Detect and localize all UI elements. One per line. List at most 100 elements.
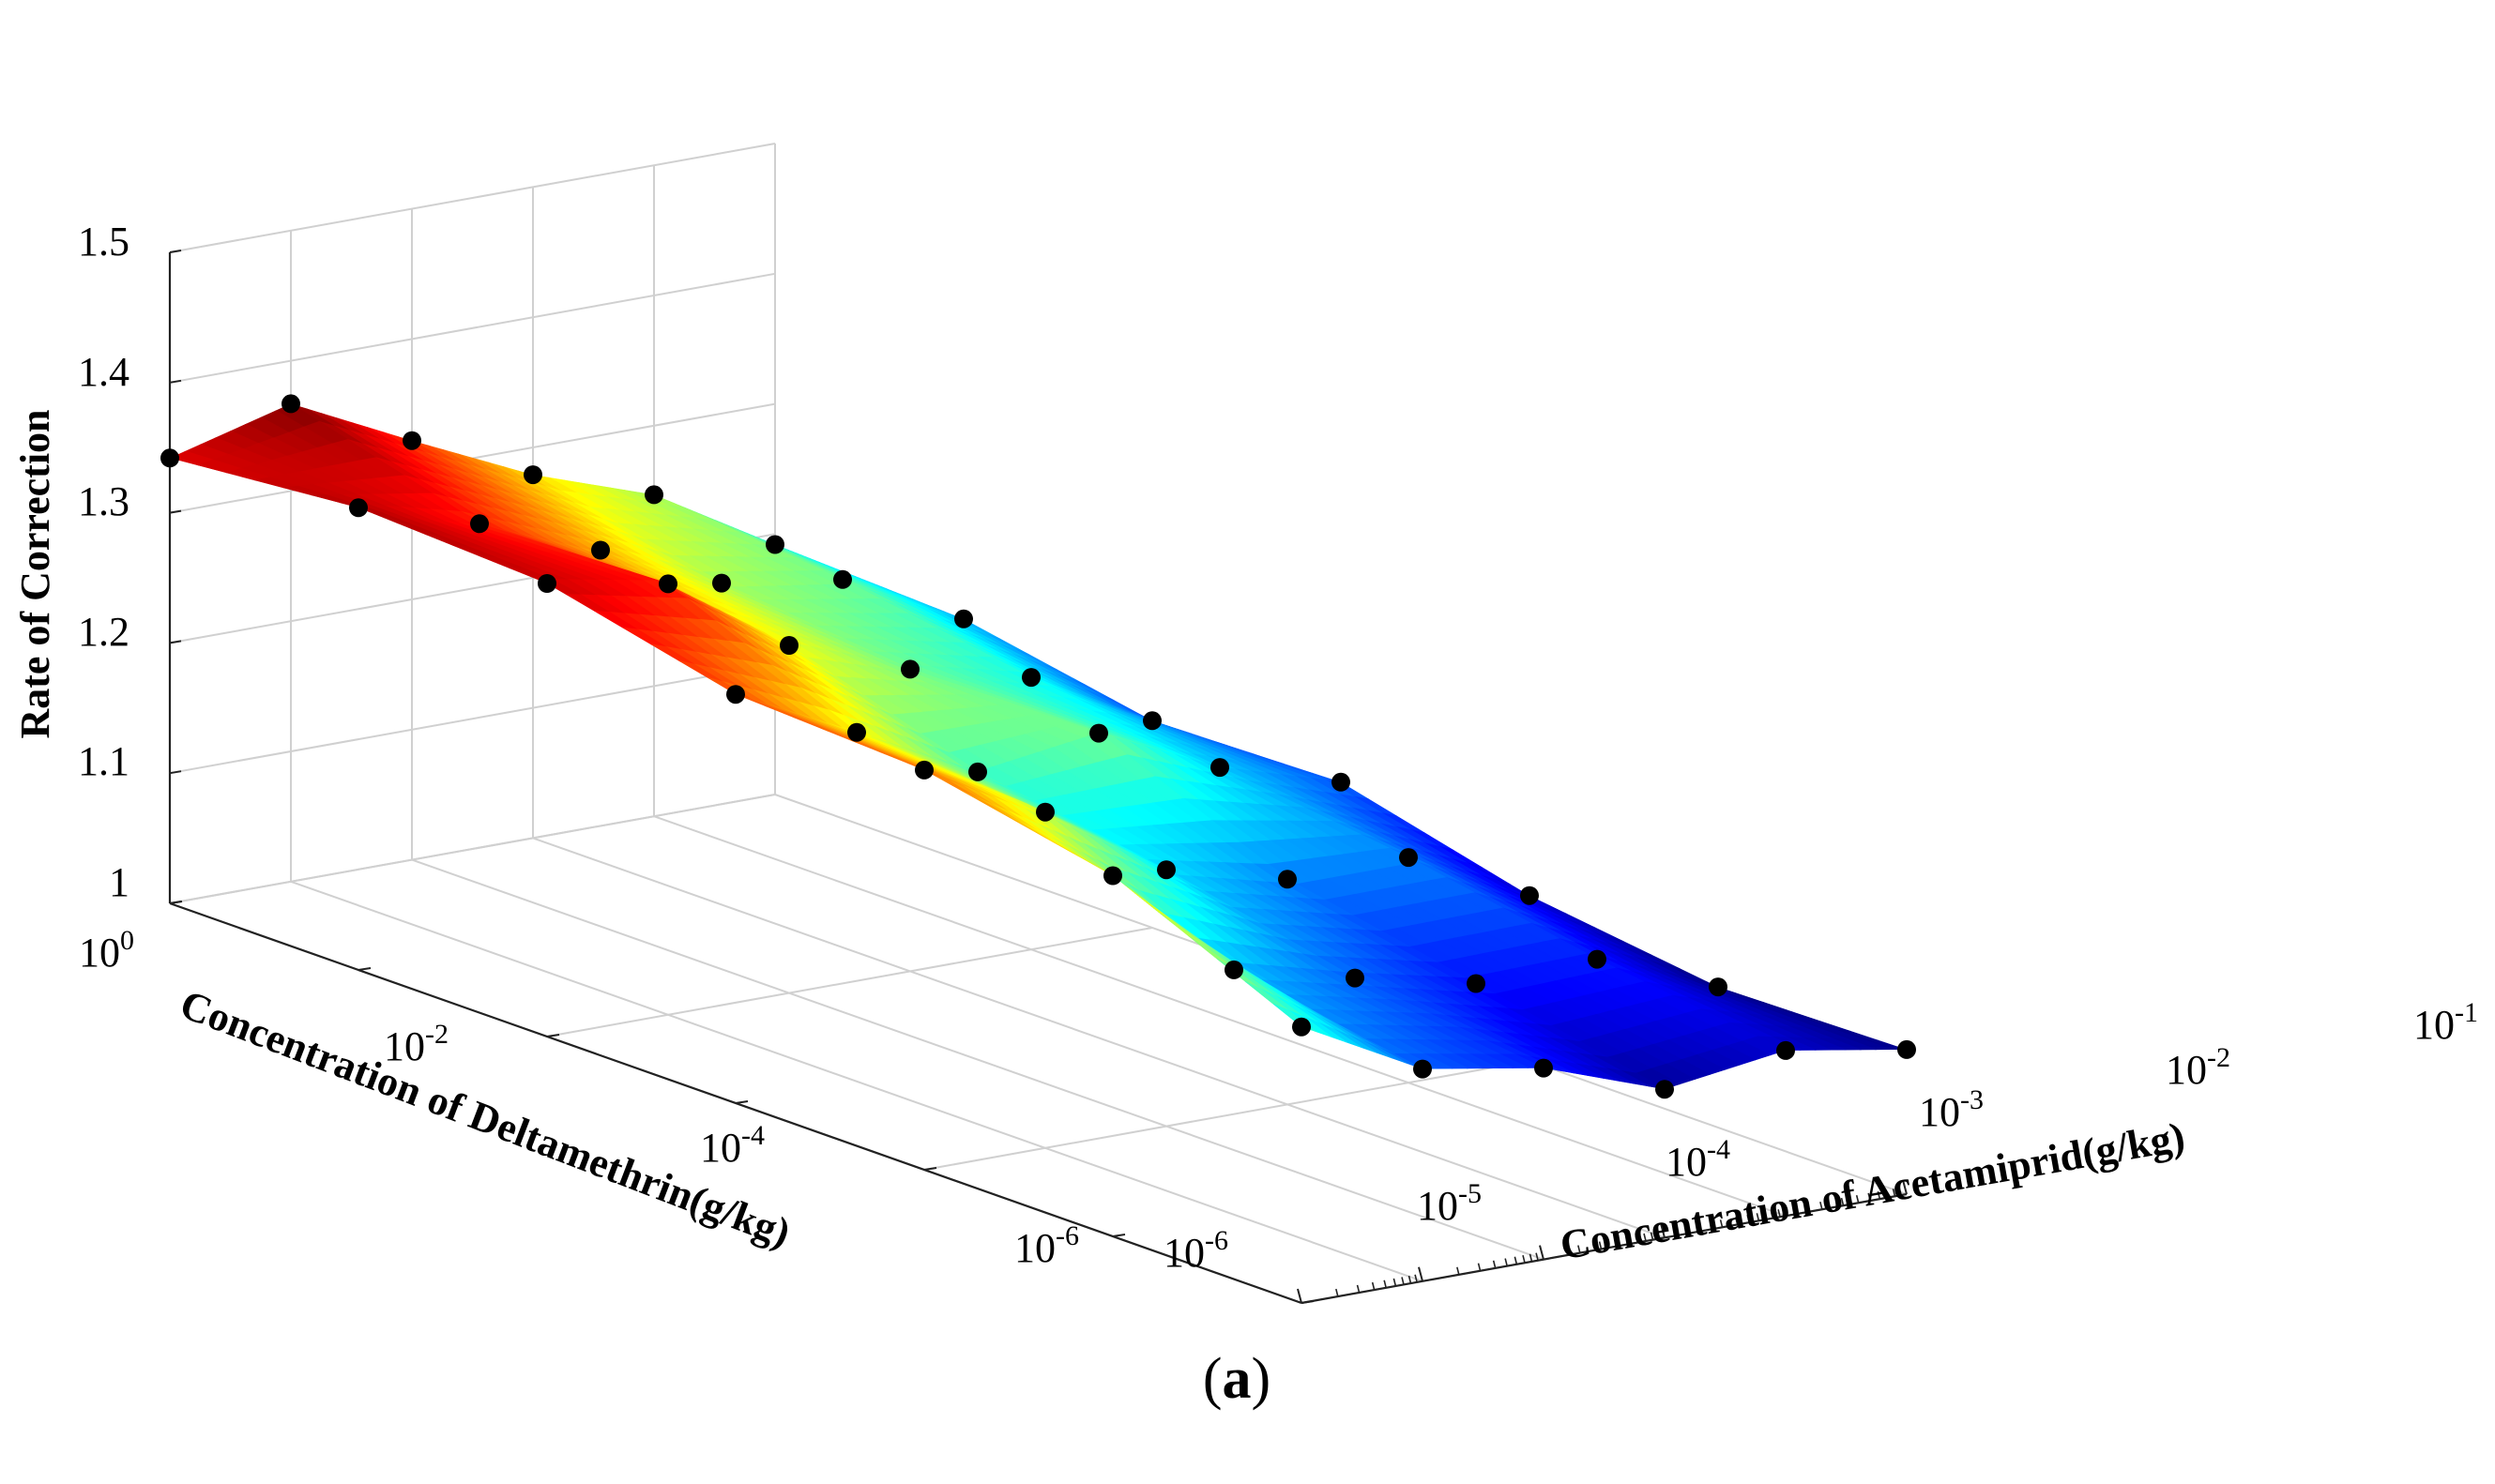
axis-line [1301,1192,1908,1305]
z-tick-label: 1.5 [78,219,129,265]
grid-line-floor [532,837,1666,1239]
data-point [470,514,489,534]
data-point [1143,711,1162,731]
data-point [1022,668,1041,688]
data-point [1534,1058,1553,1078]
x-minor-tick [1392,1278,1397,1287]
z-tick-label: 1.3 [78,478,129,524]
figure-caption: (a) [1203,1347,1270,1411]
data-point [901,659,920,679]
data-point [1709,977,1727,997]
data-point [524,465,542,485]
data-point [281,394,300,414]
x-axis-label: Concentration of Acetamiprid(g/kg) [1557,1113,2188,1268]
surface [170,403,1907,1090]
data-point [780,636,799,655]
y-tick [546,1034,560,1037]
x-minor-tick [1356,1284,1361,1294]
data-point [1210,758,1229,778]
grid-line-floor [546,927,1153,1037]
z-tick [169,509,182,514]
grid-line-z [169,143,776,253]
data-point [968,762,987,781]
grid-line-floor [290,880,1423,1282]
x-minor-tick [1492,1260,1497,1269]
z-tick-labels: 1 1.1 1.2 1.3 1.4 1.5 [78,219,129,905]
data-point [403,431,421,450]
x-tick-label: 10-6 [1164,1225,1228,1276]
data-point [712,573,731,593]
data-point [1225,960,1243,979]
y-axis-label: Concentration of Deltamethrin(g/kg) [175,981,797,1257]
x-minor-tick [1522,1254,1526,1264]
x-minor-tick [1371,1281,1376,1291]
x-tick-label: 10-4 [1666,1134,1730,1185]
x-tick-label: 10-3 [1919,1084,1984,1135]
data-point [1897,1039,1916,1059]
y-tick [923,1167,937,1171]
x-tick-label: 10-1 [2413,997,2478,1048]
x-tick-label: 10-2 [2166,1042,2230,1093]
z-tick [169,250,182,253]
data-point [833,569,852,589]
y-tick-label: 10-4 [700,1120,765,1171]
x-tick-label: 10-5 [1417,1178,1482,1229]
data-point [1655,1080,1674,1099]
x-minor-tick [1456,1266,1460,1276]
grid-line-floor [923,1060,1530,1171]
z-tick [169,640,182,644]
data-point [1467,974,1485,993]
data-point [1331,772,1350,792]
data-point [659,574,677,594]
data-point [538,574,556,593]
z-tick-label: 1.4 [78,349,129,395]
data-point [1292,1017,1311,1037]
data-point [1776,1040,1795,1060]
data-point [954,609,973,628]
data-point [1413,1059,1432,1079]
data-point [160,448,179,468]
z-tick [169,770,182,775]
data-point [1346,968,1364,988]
y-tick-label: 100 [79,925,134,976]
data-point [1157,860,1176,880]
z-tick-label: 1 [109,859,129,905]
data-point [1089,723,1108,743]
y-tick-labels: 100 10-2 10-4 10-6 [79,925,1079,1271]
data-point [847,722,866,742]
y-tick [735,1100,749,1104]
y-tick-label: 10-6 [1014,1220,1079,1271]
data-point [1588,949,1606,969]
y-tick [358,967,372,971]
x-minor-tick [1504,1258,1508,1266]
x-minor-tick [1335,1288,1339,1297]
data-point [349,498,368,518]
y-tick [1112,1234,1126,1237]
z-tick-label: 1.1 [78,738,129,784]
x-minor-tick [1383,1280,1387,1288]
x-minor-tick [1401,1277,1405,1285]
y-tick [169,901,183,904]
grid-line-floor [169,794,776,904]
x-minor-tick [1514,1256,1518,1264]
data-point [766,535,784,554]
grid-line-z [169,663,776,775]
x-minor-tick [1414,1274,1418,1283]
z-axis-label: Rate of Correction [12,409,58,738]
x-minor-tick [1535,1252,1539,1261]
data-point [1103,866,1122,886]
z-tick-label: 1.2 [78,609,129,655]
data-point [1520,886,1539,905]
x-minor-tick [1477,1263,1482,1271]
grid-line-z [169,272,776,384]
grid-line-floor [411,858,1544,1261]
z-tick [169,379,182,384]
data-point [1036,802,1055,822]
data-point [591,540,610,560]
data-point [1399,848,1418,868]
grid-line-floor [653,815,1787,1218]
data-point [726,685,745,704]
data-point [915,760,934,780]
